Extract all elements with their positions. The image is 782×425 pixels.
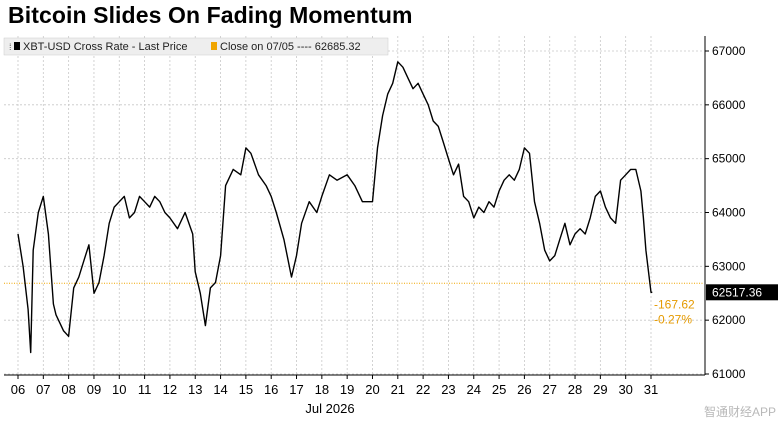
y-tick-label: 65000 [712,152,746,166]
x-tick-label: 07 [36,382,50,397]
x-tick-label: 13 [188,382,202,397]
x-tick-label: 09 [87,382,101,397]
change-absolute: -167.62 [654,297,695,311]
legend-label-close: Close on 07/05 ---- 62685.32 [220,41,361,53]
y-tick-label: 64000 [712,206,746,220]
x-tick-label: 23 [441,382,455,397]
x-tick-label: 06 [11,382,25,397]
watermark: 智通财经APP [704,403,776,420]
change-percent: -0.27% [654,312,692,326]
x-tick-label: 24 [467,382,481,397]
y-tick-label: 61000 [712,367,746,381]
x-tick-label: 10 [112,382,126,397]
price-chart: 61000 62000 63000 64000 65000 66000 67000 06 07… [0,34,782,420]
x-tick-label: 11 [138,382,152,397]
x-tick-label: 20 [365,382,379,397]
x-tick-label: 17 [289,382,303,397]
y-tick-label: 67000 [712,44,746,58]
last-price-value: 62517.36 [712,285,762,299]
x-tick-label: 22 [416,382,430,397]
legend-swatch-price [14,42,20,50]
chart-title: Bitcoin Slides On Fading Momentum [8,2,413,29]
x-tick-label: 27 [542,382,556,397]
x-tick-label: 15 [239,382,253,397]
x-tick-label: 29 [593,382,607,397]
legend-label-price: XBT-USD Cross Rate - Last Price [23,41,187,53]
y-tick-label: 66000 [712,98,746,112]
legend: ⁞ XBT-USD Cross Rate - Last Price Close … [4,38,388,55]
x-tick-label: 30 [618,382,632,397]
x-tick-label: 19 [340,382,354,397]
legend-drag-icon: ⁞ [9,42,12,52]
x-tick-label: 28 [568,382,582,397]
plot-background [4,36,704,372]
last-price-tag: 62517.36 [706,284,778,300]
x-tick-label: 14 [213,382,227,397]
y-tick-label: 63000 [712,259,746,273]
x-ticks: 06 07 08 09 10 11 12 13 14 15 16 17 18 19 20 21 22 23 24 25… [11,375,658,397]
x-tick-label: 18 [315,382,329,397]
x-tick-label: 21 [391,382,405,397]
y-ticks: 61000 62000 63000 64000 65000 66000 67000 [705,44,746,381]
x-tick-label: 08 [61,382,75,397]
legend-swatch-close [211,42,217,50]
x-tick-label: 25 [492,382,506,397]
x-tick-label: 26 [517,382,531,397]
x-axis-label: Jul 2026 [305,401,354,416]
x-tick-label: 31 [644,382,658,397]
x-tick-label: 16 [264,382,278,397]
x-tick-label: 12 [163,382,177,397]
y-tick-label: 62000 [712,313,746,327]
chart-area: 61000 62000 63000 64000 65000 66000 67000 06 07… [0,34,782,420]
